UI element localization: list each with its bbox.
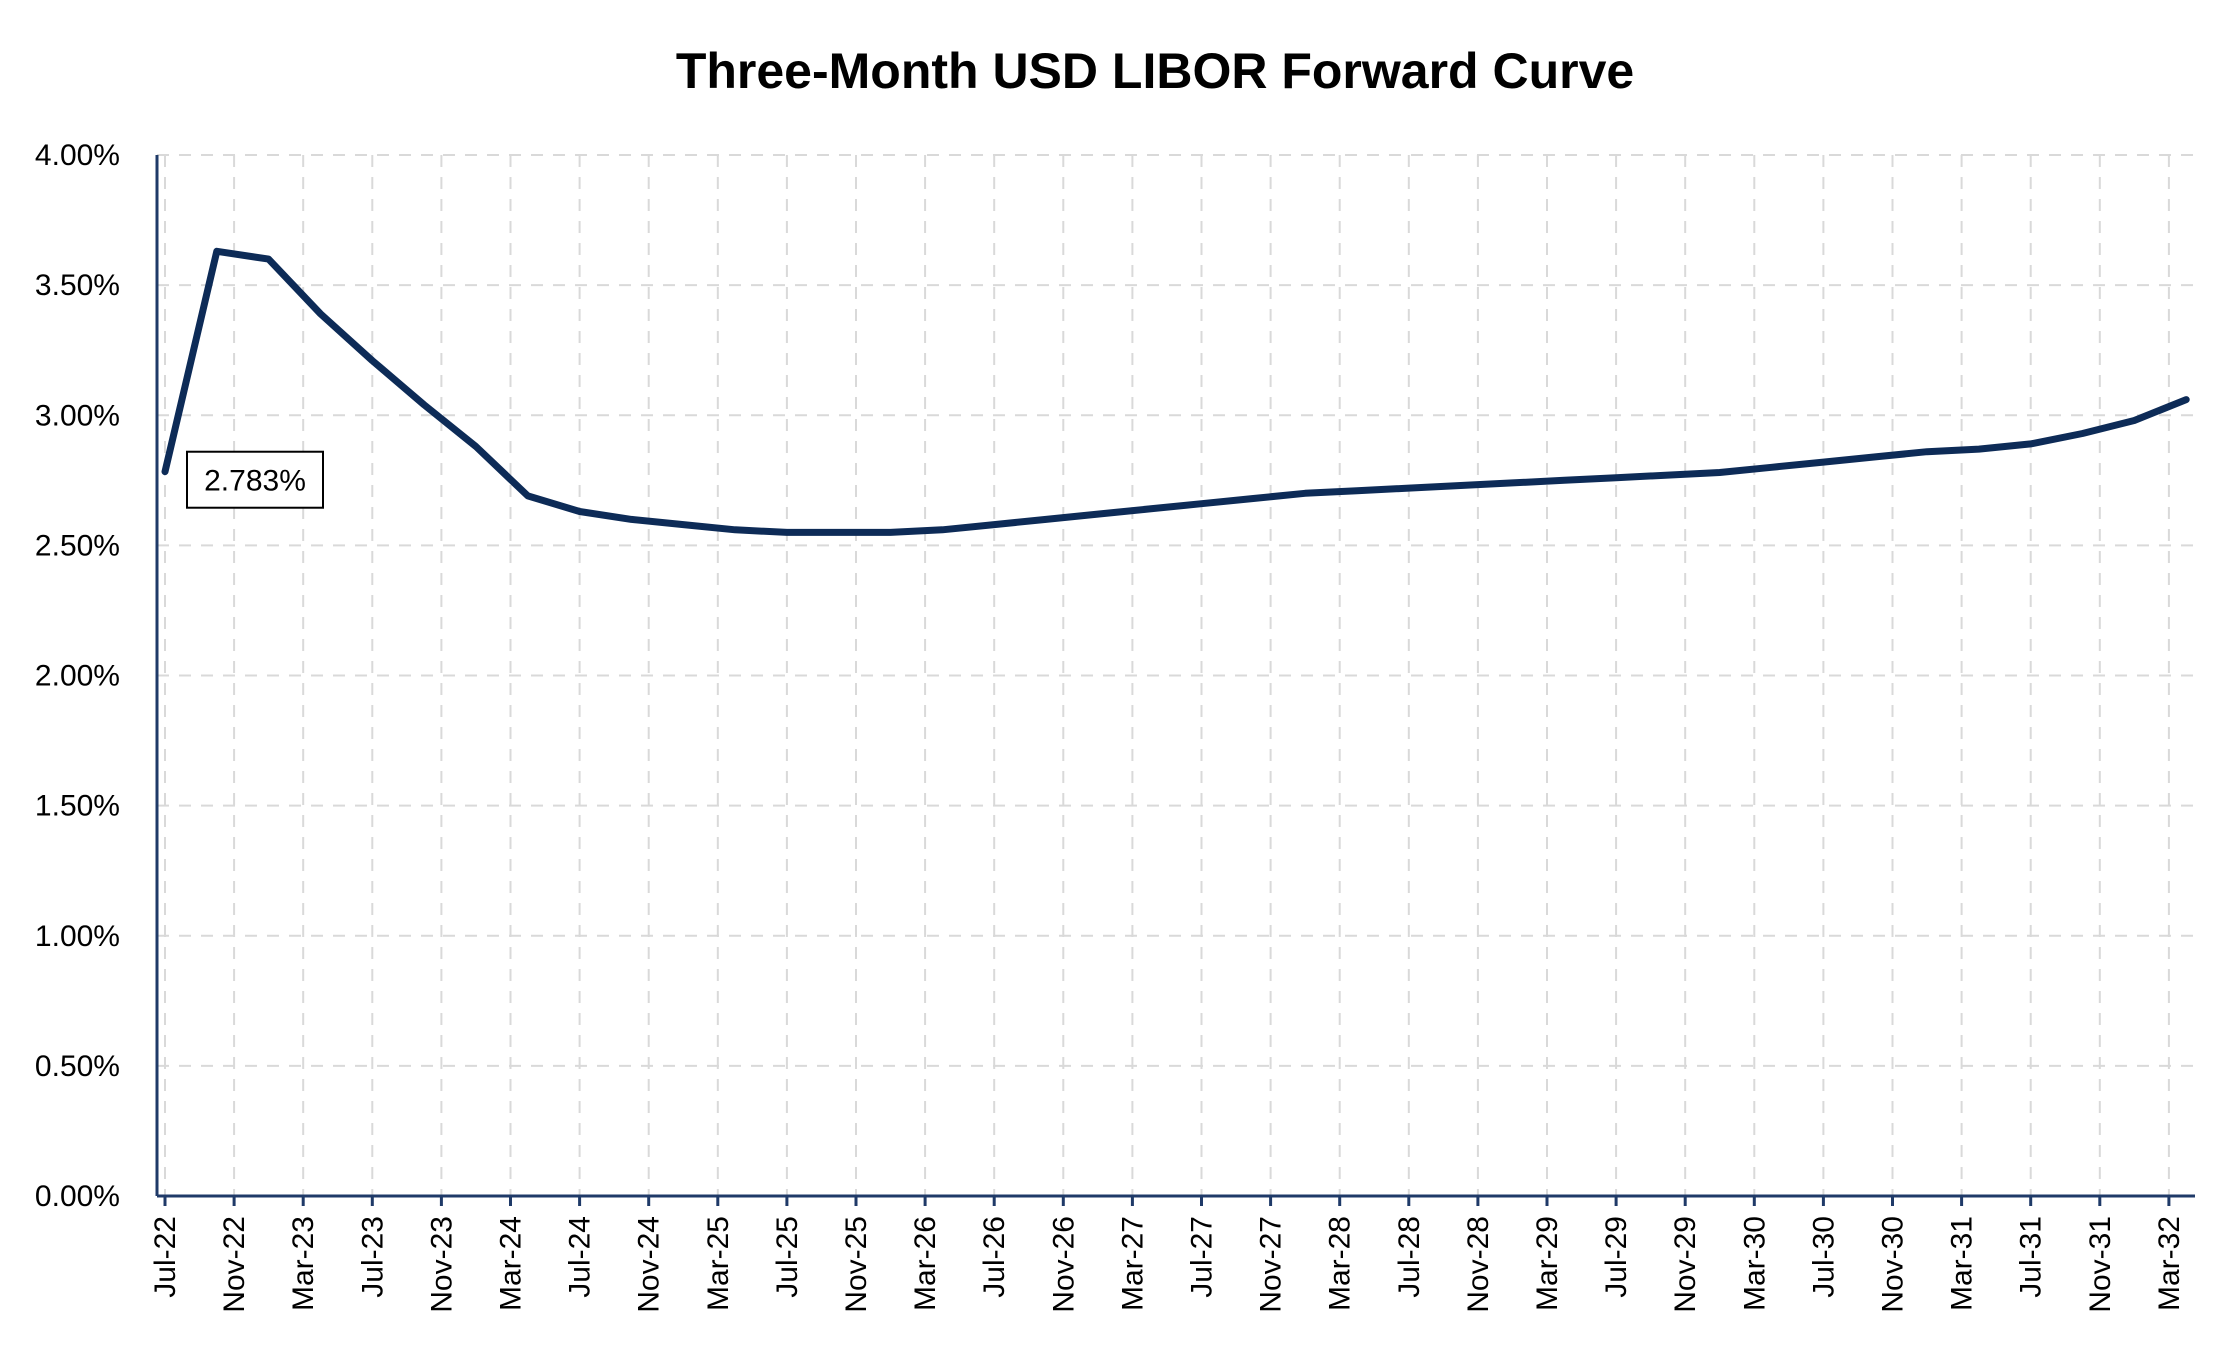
chart-title: Three-Month USD LIBOR Forward Curve bbox=[676, 43, 1634, 99]
y-tick-label: 3.00% bbox=[35, 399, 120, 432]
x-tick-label: Jul-25 bbox=[771, 1216, 804, 1298]
x-tick-label: Jul-27 bbox=[1186, 1216, 1219, 1298]
x-tick-label: Nov-24 bbox=[633, 1216, 666, 1313]
x-tick-label: Nov-29 bbox=[1669, 1216, 1702, 1313]
x-tick-label: Mar-23 bbox=[287, 1216, 320, 1311]
x-tick-label: Mar-29 bbox=[1531, 1216, 1564, 1311]
x-tick-label: Mar-24 bbox=[495, 1216, 528, 1311]
x-tick-label: Nov-30 bbox=[1877, 1216, 1910, 1313]
series bbox=[161, 247, 2190, 536]
x-tick-label: Mar-25 bbox=[702, 1216, 735, 1311]
x-tick-label: Jul-28 bbox=[1393, 1216, 1426, 1298]
series-line bbox=[161, 247, 2190, 536]
grid bbox=[157, 154, 2195, 1196]
x-tick-label: Mar-28 bbox=[1324, 1216, 1357, 1311]
y-tick-label: 1.50% bbox=[35, 790, 120, 823]
y-tick-label: 4.00% bbox=[35, 139, 120, 172]
x-tick-label: Jul-30 bbox=[1807, 1216, 1840, 1298]
y-tick-label: 3.50% bbox=[35, 269, 120, 302]
x-tick-label: Jul-24 bbox=[564, 1216, 597, 1298]
axes bbox=[155, 155, 2195, 1206]
x-tick-label: Jul-23 bbox=[356, 1216, 389, 1298]
data-label-box bbox=[186, 450, 324, 509]
x-tick-label: Nov-28 bbox=[1462, 1216, 1495, 1313]
x-tick-label: Jul-31 bbox=[2015, 1216, 2048, 1298]
x-tick-label: Mar-27 bbox=[1116, 1216, 1149, 1311]
y-tick-label: 2.00% bbox=[35, 660, 120, 693]
annotation: 2.783% bbox=[186, 450, 324, 509]
y-tick-label: 2.50% bbox=[35, 529, 120, 562]
x-tick-label: Mar-26 bbox=[909, 1216, 942, 1311]
x-tick-label: Nov-22 bbox=[218, 1216, 251, 1313]
y-axis-ticks: 0.00% 0.50% 1.00% 1.50% 2.00% 2.50% 3.00% 3.50%… bbox=[35, 139, 120, 1213]
data-label: 2.783% bbox=[204, 465, 306, 498]
x-tick-label: Nov-31 bbox=[2084, 1216, 2117, 1313]
x-tick-label: Nov-25 bbox=[840, 1216, 873, 1313]
x-tick-label: Nov-23 bbox=[425, 1216, 458, 1313]
y-tick-label: 0.50% bbox=[35, 1050, 120, 1083]
x-tick-label: Jul-22 bbox=[149, 1216, 182, 1298]
y-tick-label: 0.00% bbox=[35, 1180, 120, 1213]
x-tick-label: Nov-27 bbox=[1255, 1216, 1288, 1313]
x-tick-label: Nov-26 bbox=[1047, 1216, 1080, 1313]
x-axis-ticks: Jul-22 Nov-22 Mar-23 Jul-23 Nov-23 Mar-24 Jul-… bbox=[149, 1216, 2186, 1313]
x-tick-label: Mar-31 bbox=[1946, 1216, 1979, 1311]
x-tick-label: Mar-30 bbox=[1738, 1216, 1771, 1311]
y-tick-label: 1.00% bbox=[35, 920, 120, 953]
x-tick-label: Jul-26 bbox=[978, 1216, 1011, 1298]
x-tick-label: Mar-32 bbox=[2153, 1216, 2186, 1311]
x-tick-label: Jul-29 bbox=[1600, 1216, 1633, 1298]
